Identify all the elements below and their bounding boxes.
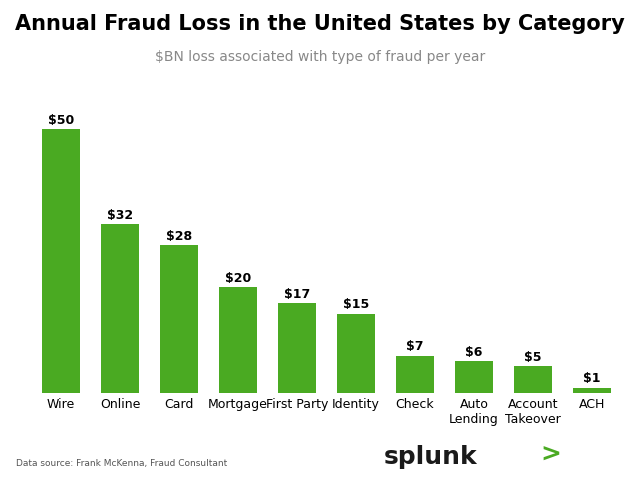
Text: $15: $15 [343,298,369,311]
Text: Annual Fraud Loss in the United States by Category: Annual Fraud Loss in the United States b… [15,14,625,34]
Bar [514,366,552,393]
Text: $32: $32 [107,208,133,222]
Bar [42,129,80,393]
Text: $7: $7 [406,340,424,354]
Bar [573,388,611,393]
Text: $50: $50 [48,114,74,127]
Text: >: > [541,443,562,467]
Bar [101,224,139,393]
Text: $5: $5 [524,351,541,364]
Text: Data source: Frank McKenna, Fraud Consultant: Data source: Frank McKenna, Fraud Consul… [16,459,227,468]
Text: $1: $1 [583,372,600,385]
Text: $17: $17 [284,287,310,301]
Text: $BN loss associated with type of fraud per year: $BN loss associated with type of fraud p… [155,50,485,64]
Bar [278,303,316,393]
Text: $28: $28 [166,229,192,243]
Bar [219,287,257,393]
Bar [396,356,434,393]
Bar [160,245,198,393]
Text: $6: $6 [465,345,483,358]
Text: $20: $20 [225,272,251,285]
Bar [454,361,493,393]
Bar [337,314,375,393]
Text: splunk: splunk [384,445,477,469]
